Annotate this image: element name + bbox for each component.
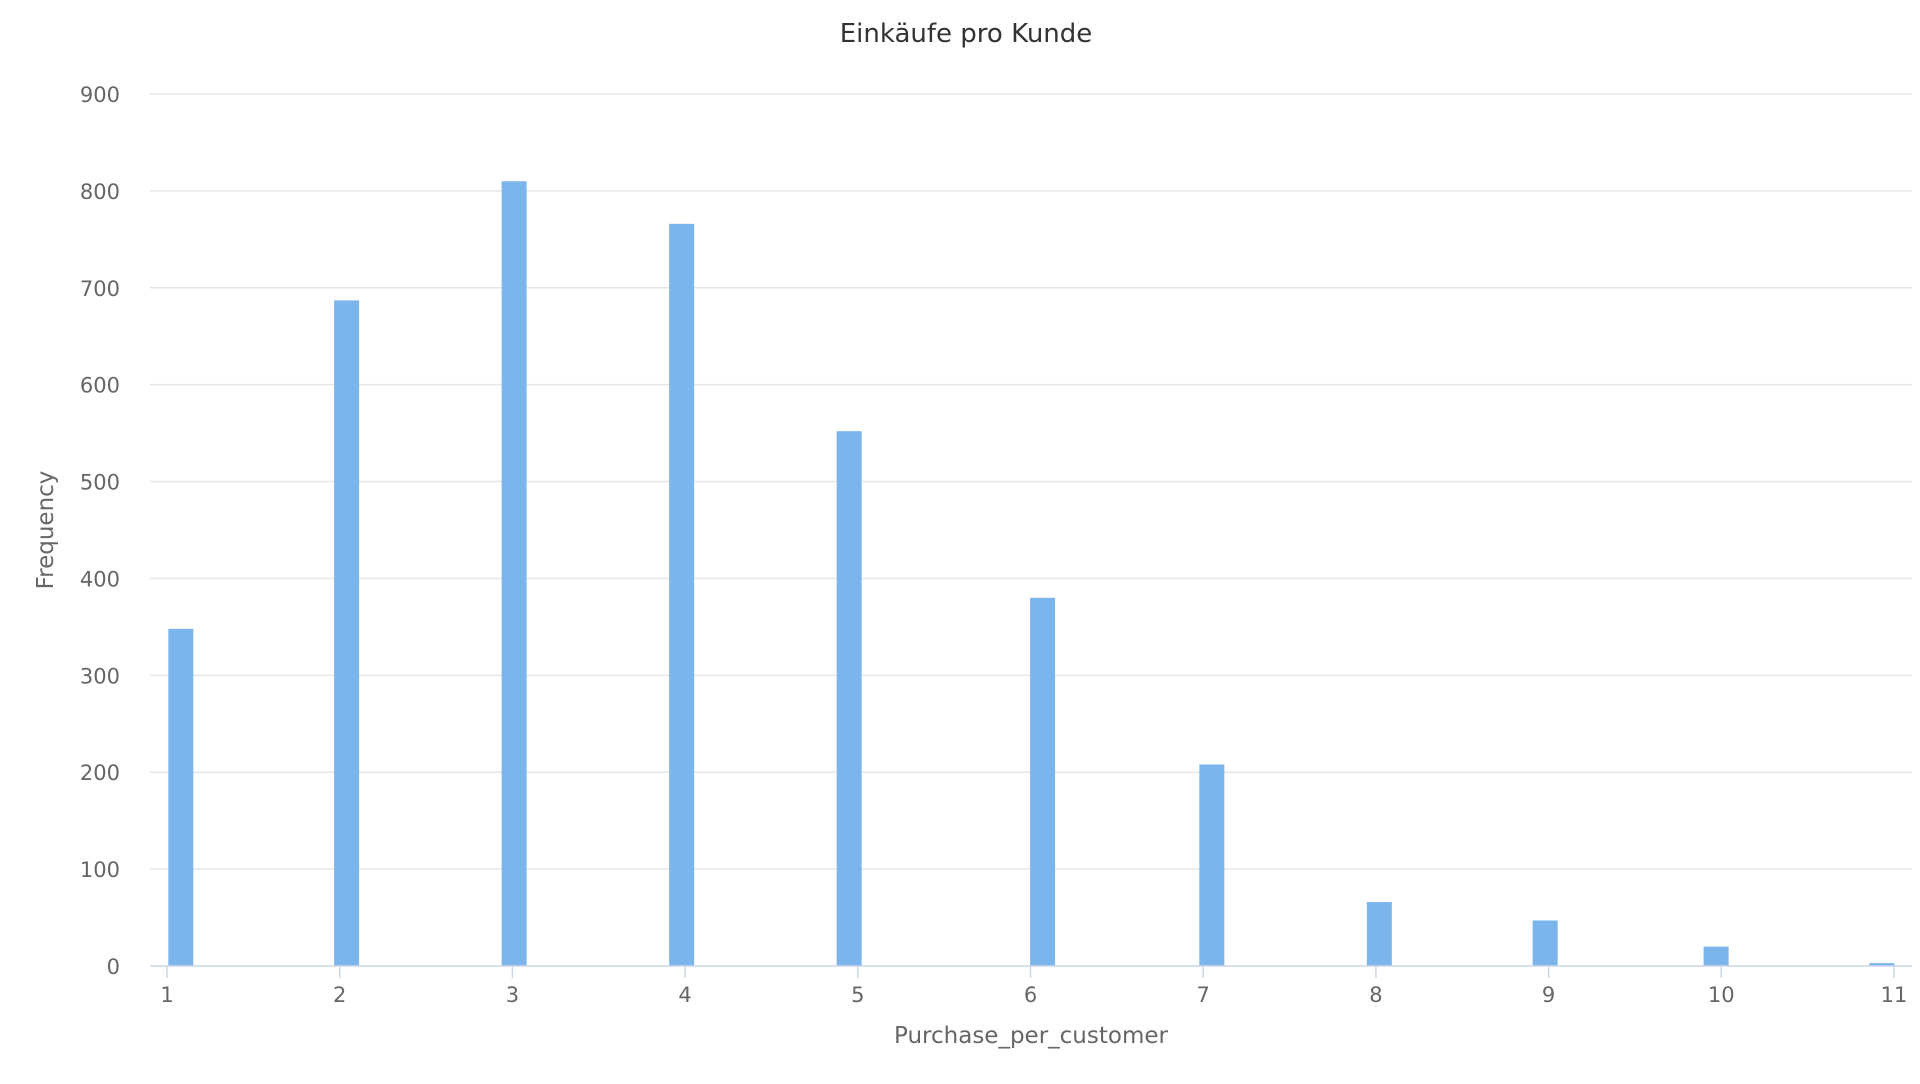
bar [501,181,527,966]
bar [1366,902,1392,966]
bar [1869,963,1895,966]
y-tick-label: 200 [80,761,120,785]
x-tick-label: 5 [851,983,864,1007]
y-axis-title: Frequency [33,471,59,590]
bars [168,181,1895,967]
y-axis-tick-labels: 0 100 200 300 400 500 600 700 800 900 [80,83,120,979]
bar [334,300,360,967]
bar [1703,946,1729,966]
chart-title: Einkäufe pro Kunde [840,19,1093,49]
bar [836,431,862,966]
bar [168,628,194,966]
x-tick-label: 8 [1369,983,1382,1007]
x-tick-label: 9 [1542,983,1555,1007]
y-tick-label: 900 [80,83,120,107]
x-tick-label: 6 [1024,983,1037,1007]
x-tick-label: 3 [506,983,519,1007]
x-tick-label: 2 [333,983,346,1007]
x-axis-title: Purchase_per_customer [894,1023,1169,1049]
x-tick-label: 4 [678,983,691,1007]
y-tick-label: 800 [80,180,120,204]
y-tick-label: 300 [80,664,120,688]
y-tick-label: 700 [80,277,120,301]
y-tick-label: 500 [80,471,120,495]
bar [1030,597,1056,966]
bar [669,223,695,966]
x-tick-label: 7 [1197,983,1210,1007]
y-tick-label: 400 [80,567,120,591]
gridlines [150,93,1912,870]
y-tick-label: 0 [107,955,120,979]
x-axis-tick-labels: 1 2 3 4 5 6 7 8 9 10 11 [160,983,1907,1007]
x-tick-label: 11 [1881,983,1908,1007]
x-tick-label: 10 [1708,983,1735,1007]
bar [1199,764,1225,966]
y-tick-label: 600 [80,374,120,398]
y-tick-label: 100 [80,858,120,882]
x-axis [150,965,1912,978]
x-tick-label: 1 [160,983,173,1007]
bar [1532,920,1558,966]
